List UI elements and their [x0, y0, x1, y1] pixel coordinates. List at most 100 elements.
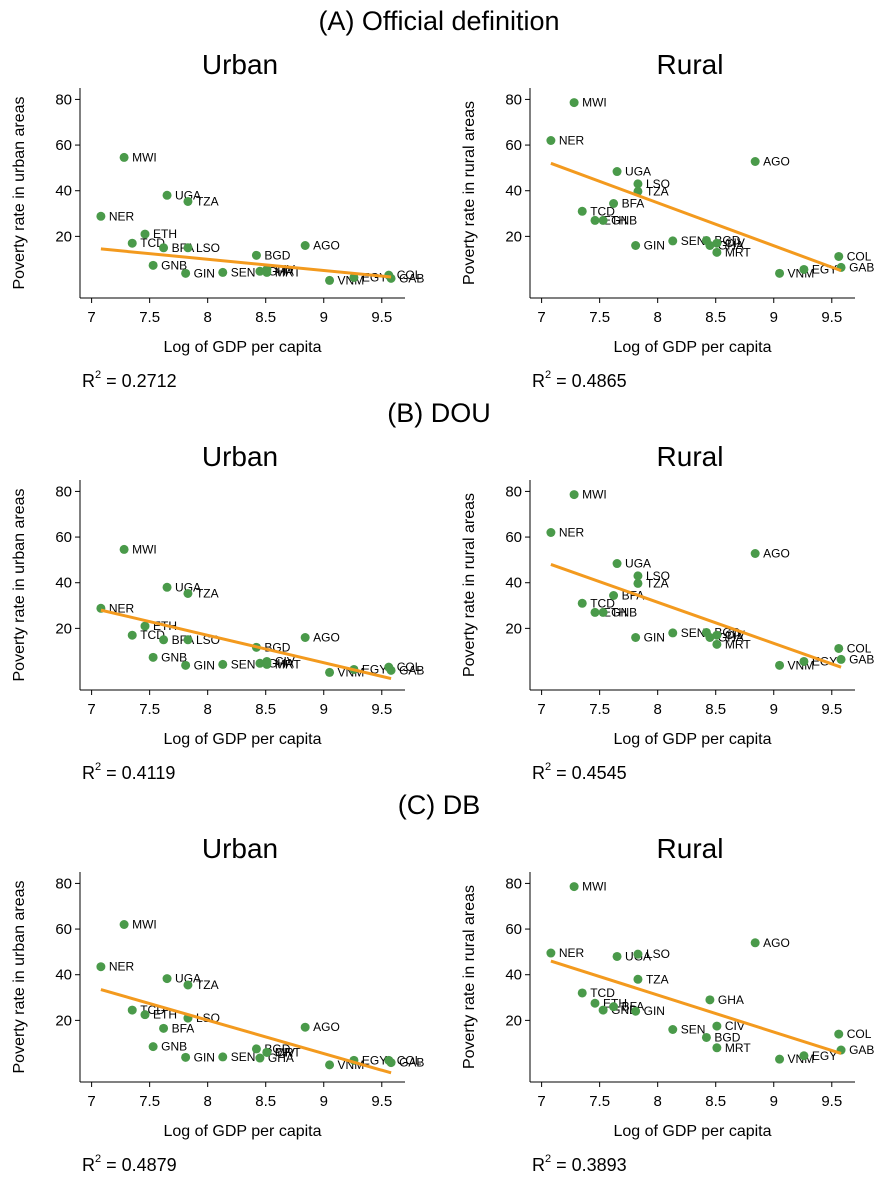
point-label: GHA [268, 1051, 294, 1065]
point-label: GNB [161, 650, 187, 664]
fit-line [100, 608, 392, 681]
point [598, 215, 608, 225]
point [181, 268, 191, 278]
point [140, 621, 150, 631]
point [750, 549, 760, 558]
y-tick-label: 40 [55, 575, 72, 592]
fit-line [100, 988, 392, 1075]
x-tick-label: 7 [537, 701, 545, 718]
point [577, 988, 587, 998]
point [300, 1022, 310, 1032]
point-label: LSO [646, 947, 670, 961]
point [712, 247, 722, 257]
x-tick-label: 9 [320, 701, 328, 718]
point [162, 190, 172, 200]
point-label: NER [559, 946, 585, 960]
point [162, 582, 172, 592]
x-axis-label: Log of GDP per capita [163, 731, 321, 748]
point-label: NER [109, 209, 135, 223]
section-title: (A) Official definition [318, 6, 559, 36]
x-tick-label: 7 [87, 701, 95, 718]
r-squared-value: = 0.4865 [551, 371, 627, 391]
point [633, 974, 643, 984]
r-squared: R2 = 0.4545 [532, 761, 627, 783]
x-tick-label: 9.5 [371, 1093, 392, 1110]
point-label: GHA [718, 631, 744, 645]
y-tick-label: 20 [505, 1012, 522, 1029]
y-tick-label: 20 [505, 228, 522, 245]
y-tick-label: 80 [55, 91, 72, 108]
x-tick-label: 9.5 [371, 701, 392, 718]
point-label: AGO [763, 936, 790, 950]
point [183, 635, 193, 645]
point [386, 665, 396, 675]
y-axis-label: Poverty rate in rural areas [461, 101, 478, 285]
point [834, 643, 844, 653]
point [127, 238, 137, 248]
r-squared-r: R [532, 1155, 545, 1175]
y-tick-label: 80 [505, 875, 522, 892]
point [148, 260, 158, 270]
point-label: MRT [275, 657, 301, 671]
point-label: CIV [725, 236, 745, 250]
point [577, 598, 587, 608]
point-label: ETH [603, 605, 627, 619]
point-label: TCD [590, 596, 615, 610]
point-label: UGA [175, 972, 201, 986]
y-axis-label: Poverty rate in rural areas [461, 493, 478, 677]
point-label: EGY [362, 1053, 387, 1067]
point [181, 660, 191, 670]
point-label: MRT [725, 1041, 751, 1055]
point-label: MWI [132, 542, 157, 556]
point [119, 152, 129, 162]
point [96, 211, 106, 221]
point-label: TCD [590, 204, 615, 218]
point-label: GHA [718, 993, 744, 1007]
y-tick-label: 60 [505, 529, 522, 546]
point [668, 1025, 678, 1034]
point [612, 951, 622, 961]
point [598, 607, 608, 617]
x-tick-label: 9.5 [821, 701, 842, 718]
point-label: NER [109, 601, 135, 615]
point [701, 1032, 711, 1042]
point-label: TCD [140, 236, 165, 250]
point-label: GIN [194, 266, 215, 280]
point-label: GAB [849, 260, 874, 274]
r-squared: R2 = 0.3893 [532, 1153, 627, 1175]
point-label: AGO [763, 155, 790, 169]
r-squared-value: = 0.3893 [551, 1155, 627, 1175]
point-label: TZA [646, 184, 669, 198]
y-axis-label: Poverty rate in urban areas [11, 881, 28, 1074]
fit-line [550, 161, 842, 273]
point-label: SEN [231, 657, 256, 671]
x-tick-label: 8.5 [705, 309, 726, 326]
point [325, 1060, 335, 1070]
point [251, 250, 261, 260]
point-label: TZA [646, 576, 669, 590]
y-tick-label: 40 [55, 967, 72, 984]
point [799, 264, 809, 274]
point-label: GIN [194, 658, 215, 672]
point-label: ETH [603, 213, 627, 227]
x-tick-label: 9 [320, 309, 328, 326]
section-title: (B) DOU [387, 398, 491, 428]
x-tick-label: 7.5 [589, 1093, 610, 1110]
point [834, 251, 844, 261]
point-label: GIN [194, 1050, 215, 1064]
y-tick-label: 40 [55, 183, 72, 200]
x-tick-label: 9 [320, 1093, 328, 1110]
point [569, 98, 579, 108]
y-tick-label: 60 [505, 137, 522, 154]
point [609, 1002, 619, 1012]
point-label: LSO [646, 569, 670, 583]
point [255, 1053, 265, 1063]
x-tick-label: 9 [770, 1093, 778, 1110]
point-label: UGA [625, 165, 651, 179]
point-label: AGO [313, 631, 340, 645]
point-label: NER [559, 134, 585, 148]
point-label: GIN [644, 1004, 665, 1018]
point-label: SEN [231, 1050, 256, 1064]
point [633, 571, 643, 581]
